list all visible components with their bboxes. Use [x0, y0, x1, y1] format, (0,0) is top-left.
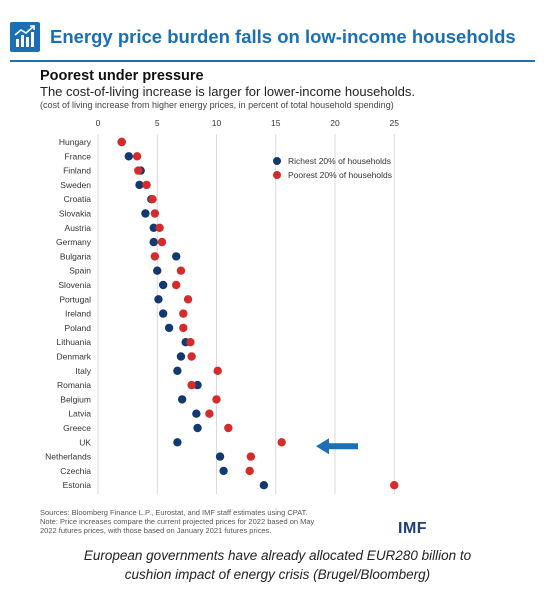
- poorest-dot: [150, 209, 160, 218]
- poorest-dot: [155, 223, 164, 232]
- legend-marker: [273, 157, 281, 165]
- chart-subtitle: The cost-of-living increase is larger fo…: [40, 84, 415, 99]
- category-label: UK: [79, 437, 91, 447]
- poorest-dot: [390, 481, 399, 490]
- richest-dot: [173, 438, 182, 447]
- legend-label: Richest 20% of households: [288, 156, 391, 166]
- category-label: Ireland: [65, 309, 91, 319]
- category-label: Czechia: [60, 466, 91, 476]
- poorest-dot: [117, 137, 126, 147]
- poorest-dot: [179, 309, 188, 318]
- sources-note: Sources: Bloomberg Finance L.P., Eurosta…: [40, 508, 400, 535]
- category-label: Belgium: [60, 394, 91, 404]
- category-label: Estonia: [63, 480, 92, 490]
- poorest-dot: [179, 323, 188, 333]
- category-label: Latvia: [68, 409, 91, 419]
- note-line: Note: Price increases compare the curren…: [40, 517, 315, 526]
- highlight-arrow: [316, 438, 358, 455]
- poorest-dot: [186, 338, 195, 347]
- header-divider: [10, 60, 535, 62]
- richest-dot: [219, 466, 228, 476]
- caption: European governments have already alloca…: [0, 546, 555, 584]
- category-label: Hungary: [59, 137, 92, 147]
- poorest-dot: [150, 252, 160, 261]
- richest-dot: [193, 423, 202, 433]
- poorest-dot: [224, 423, 233, 433]
- sources-line: Sources: Bloomberg Finance L.P., Eurosta…: [40, 508, 308, 517]
- poorest-dot: [132, 152, 142, 161]
- poorest-dot: [187, 352, 196, 361]
- richest-dot: [215, 452, 225, 461]
- poorest-dot: [172, 280, 181, 290]
- dot-plot-chart: 0 5 10 15 20 25 Hungary France Finland Sweden Croa…: [45, 118, 400, 494]
- richest-dot: [124, 152, 134, 161]
- chart-note: (cost of living increase from higher ene…: [40, 100, 394, 110]
- richest-dot: [158, 309, 168, 318]
- category-label: Slovakia: [59, 209, 91, 219]
- category-label: Finland: [63, 166, 91, 176]
- category-label: Bulgaria: [60, 251, 91, 261]
- poorest-dot: [183, 295, 193, 304]
- header: Energy price burden falls on low-income …: [10, 22, 535, 62]
- poorest-dot: [157, 237, 167, 247]
- caption-line: European governments have already alloca…: [83, 548, 472, 563]
- category-label: Spain: [69, 266, 91, 276]
- poorest-dot: [148, 195, 157, 204]
- imf-logo: IMF: [398, 520, 428, 537]
- legend-marker: [273, 171, 281, 179]
- category-label: France: [65, 151, 92, 161]
- bar-chart-rising-icon: [10, 22, 40, 52]
- richest-dot: [153, 266, 162, 275]
- poorest-dot: [187, 380, 196, 390]
- category-label: Greece: [63, 423, 91, 433]
- x-tick-label: 0: [96, 118, 101, 128]
- chart-title: Poorest under pressure: [40, 68, 204, 84]
- category-label: Denmark: [57, 352, 92, 362]
- x-tick-label: 15: [271, 118, 281, 128]
- poorest-dot: [142, 180, 151, 190]
- poorest-dot: [205, 409, 214, 418]
- richest-dot: [158, 280, 168, 290]
- category-label: Portugal: [59, 294, 91, 304]
- category-label: Austria: [65, 223, 92, 233]
- richest-dot: [172, 252, 181, 261]
- category-label: Slovenia: [58, 280, 91, 290]
- category-label: Romania: [57, 380, 91, 390]
- x-tick-label: 10: [212, 118, 222, 128]
- richest-dot: [149, 223, 158, 232]
- poorest-dot: [213, 366, 222, 375]
- x-tick-label: 20: [330, 118, 340, 128]
- page-title: Energy price burden falls on low-income …: [50, 26, 516, 47]
- richest-dot: [192, 409, 201, 418]
- poorest-dot: [212, 395, 221, 404]
- category-label: Germany: [56, 237, 92, 247]
- poorest-dot: [277, 438, 286, 447]
- richest-dot: [176, 352, 186, 361]
- richest-dot: [193, 380, 202, 390]
- note-line: 2022 futures prices, with those based on…: [40, 526, 272, 535]
- x-tick-label: 25: [390, 118, 400, 128]
- x-tick-label: 5: [155, 118, 160, 128]
- richest-dot: [164, 323, 174, 333]
- caption-line: cushion impact of energy crisis (Brugel/…: [124, 567, 431, 582]
- category-label: Italy: [75, 366, 91, 376]
- category-label: Netherlands: [45, 452, 91, 462]
- category-label: Croatia: [64, 194, 92, 204]
- legend-label: Poorest 20% of households: [288, 170, 392, 180]
- arrow-left-icon: [316, 438, 358, 455]
- richest-dot: [149, 237, 158, 247]
- richest-dot: [154, 295, 163, 304]
- richest-dot: [141, 209, 150, 218]
- poorest-dot: [246, 452, 256, 461]
- category-label: Lithuania: [56, 337, 91, 347]
- poorest-dot: [134, 166, 143, 175]
- richest-dot: [177, 395, 187, 404]
- richest-dot: [259, 481, 269, 490]
- category-label: Poland: [65, 323, 92, 333]
- richest-dot: [173, 366, 182, 375]
- richest-dot: [135, 180, 144, 190]
- poorest-dot: [176, 266, 186, 275]
- category-label: Sweden: [60, 180, 91, 190]
- poorest-dot: [245, 466, 254, 476]
